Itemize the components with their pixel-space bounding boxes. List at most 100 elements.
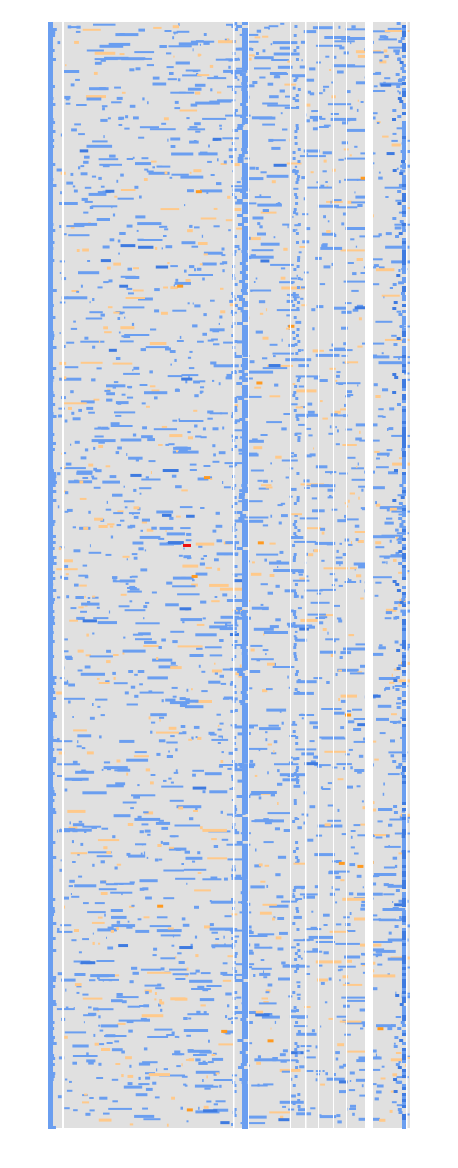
panel: [48, 22, 410, 1128]
cell: [83, 211, 89, 214]
cell: [296, 818, 300, 820]
cell: [292, 579, 310, 582]
cell: [62, 896, 69, 900]
cell: [393, 301, 398, 304]
cell: [402, 88, 406, 91]
cell: [182, 731, 187, 735]
cell: [242, 886, 248, 889]
cell: [402, 844, 406, 847]
cell: [334, 40, 355, 43]
cell: [402, 1024, 406, 1027]
cell: [140, 852, 143, 855]
cell: [48, 907, 55, 910]
cell: [270, 793, 275, 797]
cell: [277, 917, 285, 920]
cell: [98, 445, 104, 448]
cell: [141, 843, 144, 846]
cell: [321, 232, 336, 236]
cell: [239, 1078, 243, 1081]
cell: [402, 427, 406, 430]
cell: [342, 897, 369, 901]
cell: [399, 601, 404, 604]
cell: [365, 30, 391, 33]
cell: [192, 860, 196, 863]
cell: [402, 31, 406, 34]
cell: [270, 1027, 272, 1030]
cell: [91, 378, 96, 382]
cell: [257, 479, 263, 482]
cell: [306, 1070, 314, 1072]
cell: [309, 805, 316, 809]
cell: [328, 1017, 333, 1020]
cell: [93, 1033, 96, 1037]
cell: [242, 1072, 248, 1075]
cell: [242, 406, 248, 409]
cell: [60, 191, 62, 195]
cell: [274, 1020, 277, 1024]
cell: [242, 784, 248, 787]
cell: [237, 609, 241, 612]
cell: [296, 499, 300, 502]
cell: [48, 733, 53, 736]
cell: [398, 211, 403, 214]
cell: [228, 229, 231, 232]
cell: [242, 721, 248, 724]
cell: [140, 968, 161, 971]
cell: [92, 140, 108, 143]
cell: [405, 139, 410, 142]
cell: [62, 681, 69, 684]
cell: [398, 550, 403, 553]
cell: [158, 444, 163, 446]
cell: [378, 171, 381, 174]
cell: [209, 790, 228, 794]
cell: [402, 223, 406, 226]
cell: [91, 477, 98, 480]
cell: [242, 52, 248, 55]
cell: [233, 73, 237, 76]
cell: [194, 268, 197, 272]
cell: [296, 943, 300, 946]
cell: [48, 31, 56, 34]
cell: [91, 826, 97, 829]
cell: [225, 1032, 231, 1035]
cell: [84, 595, 86, 598]
cell: [402, 55, 406, 58]
cell: [327, 488, 335, 492]
cell: [59, 272, 62, 274]
cell: [242, 1078, 248, 1081]
cell: [252, 561, 255, 564]
cell: [377, 452, 390, 456]
cell: [402, 778, 406, 781]
cell: [164, 228, 169, 231]
cell: [48, 877, 53, 880]
cell: [103, 766, 128, 770]
cell: [99, 735, 102, 739]
cell: [102, 107, 105, 111]
cell: [60, 924, 72, 927]
cell: [48, 427, 53, 430]
separator: [248, 22, 249, 1128]
cell: [277, 782, 283, 786]
cell: [222, 593, 228, 597]
cell: [154, 309, 160, 313]
cell: [254, 946, 273, 949]
cell: [319, 379, 328, 382]
cell: [150, 328, 157, 331]
cell: [116, 993, 123, 996]
cell: [48, 640, 55, 643]
cell: [324, 750, 346, 753]
cell: [397, 79, 402, 82]
cell: [349, 492, 355, 495]
cell: [398, 852, 405, 855]
cell: [204, 925, 211, 929]
cell: [297, 301, 301, 304]
cell: [184, 1084, 188, 1087]
cell: [383, 782, 385, 786]
cell: [232, 129, 239, 132]
cell: [340, 694, 357, 698]
cell: [323, 924, 328, 926]
cell: [231, 25, 235, 28]
cell: [242, 574, 248, 577]
cell: [77, 669, 83, 672]
